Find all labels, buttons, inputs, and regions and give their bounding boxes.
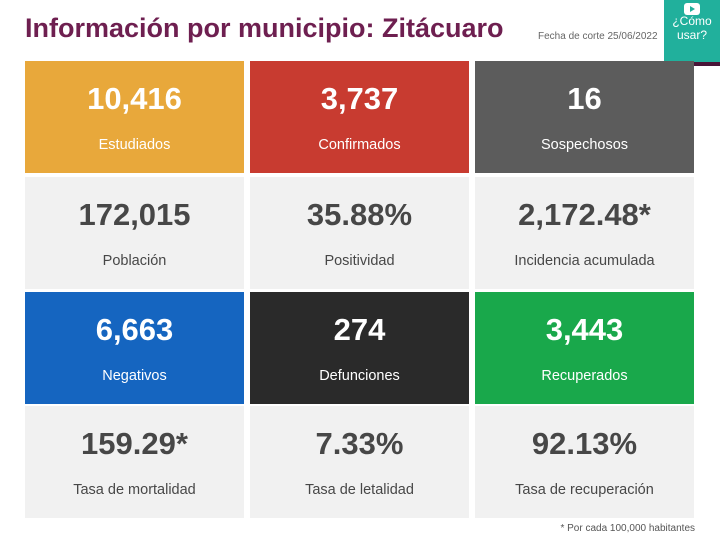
stat-card: 10,416 Estudiados	[25, 61, 244, 173]
stat-card: 3,737 Confirmados	[250, 61, 469, 173]
help-label: ¿Cómo usar?	[672, 14, 712, 42]
stat-card: 274 Defunciones	[250, 292, 469, 404]
stat-card: 35.88% Positividad	[250, 177, 469, 289]
stat-label: Estudiados	[98, 137, 171, 153]
stat-card: 6,663 Negativos	[25, 292, 244, 404]
stat-value: 16	[567, 81, 602, 116]
stat-value: 3,443	[545, 312, 624, 347]
stat-label: Sospechosos	[540, 137, 629, 153]
stat-value: 92.13%	[531, 426, 638, 461]
stat-label: Positividad	[324, 253, 395, 269]
stat-value: 7.33%	[315, 426, 404, 461]
stat-card: 2,172.48* Incidencia acumulada	[475, 177, 694, 289]
stat-card: 172,015 Población	[25, 177, 244, 289]
stat-label: Población	[102, 253, 167, 269]
help-button[interactable]: ¿Cómo usar?	[664, 0, 720, 62]
stat-value: 6,663	[95, 312, 174, 347]
stat-label: Confirmados	[318, 137, 401, 153]
stat-label: Tasa de mortalidad	[73, 482, 196, 498]
stat-card: 159.29* Tasa de mortalidad	[25, 406, 244, 518]
footnote: * Por cada 100,000 habitantes	[560, 523, 695, 534]
cutoff-date: Fecha de corte 25/06/2022	[538, 31, 658, 42]
stat-label: Defunciones	[319, 368, 400, 384]
stat-value: 172,015	[78, 197, 191, 232]
stat-label: Tasa de recuperación	[515, 482, 654, 498]
stat-value: 10,416	[87, 81, 182, 116]
stat-label: Recuperados	[541, 368, 628, 384]
stat-value: 35.88%	[306, 197, 413, 232]
stat-card: 7.33% Tasa de letalidad	[250, 406, 469, 518]
stat-label: Negativos	[102, 368, 167, 384]
page-title: Información por municipio: Zitácuaro	[25, 13, 504, 43]
stat-card: 16 Sospechosos	[475, 61, 694, 173]
stat-value: 3,737	[320, 81, 399, 116]
stat-value: 274	[333, 312, 386, 347]
stat-card: 3,443 Recuperados	[475, 292, 694, 404]
stat-card: 92.13% Tasa de recuperación	[475, 406, 694, 518]
stat-value: 159.29*	[81, 426, 188, 461]
stat-value: 2,172.48*	[518, 197, 651, 232]
youtube-icon	[684, 3, 700, 15]
stat-label: Tasa de letalidad	[305, 482, 414, 498]
stat-label: Incidencia acumulada	[514, 253, 655, 269]
